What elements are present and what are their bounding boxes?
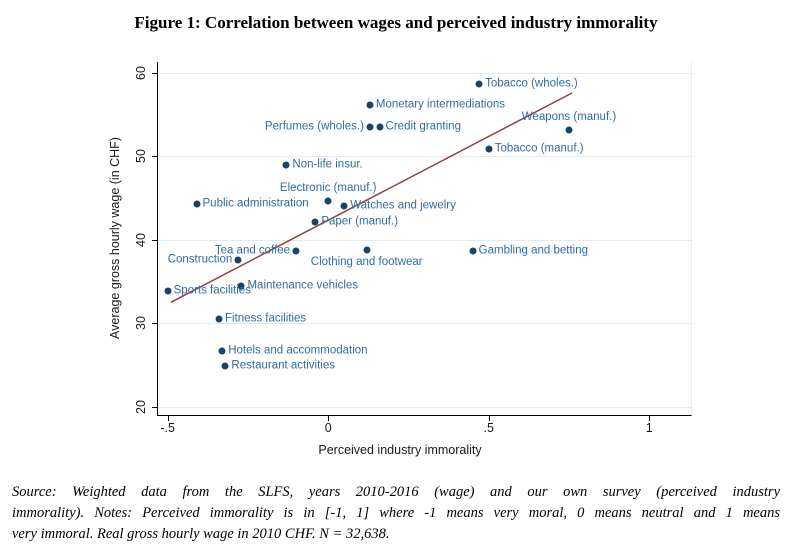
data-point-label: Non-life insur. xyxy=(292,158,363,171)
x-axis-title: Perceived industry immorality xyxy=(318,443,482,457)
gridline xyxy=(158,72,691,74)
data-point xyxy=(324,197,332,205)
data-point-label: Construction xyxy=(167,253,233,266)
x-tick-label: 0 xyxy=(324,421,332,435)
gridline xyxy=(158,239,691,241)
data-point xyxy=(485,145,493,153)
data-point-label: Fitness facilities xyxy=(225,312,307,325)
data-point-label: Credit granting xyxy=(385,120,461,133)
gridline xyxy=(158,406,691,408)
x-tick-label: 1 xyxy=(645,421,653,435)
x-tick-label: -.5 xyxy=(160,421,175,435)
data-point-label: Maintenance vehicles xyxy=(247,279,359,292)
gridline xyxy=(158,323,691,325)
data-point-label: Restaurant activities xyxy=(231,359,335,372)
source-note-line: very immoral. Real gross hourly wage in … xyxy=(12,526,390,543)
data-point-label: Electronic (manuf.) xyxy=(279,182,377,195)
data-point-label: Watches and jewelry xyxy=(350,199,456,212)
x-tick xyxy=(488,416,490,421)
data-point xyxy=(469,247,477,255)
y-tick-label: 40 xyxy=(134,232,148,247)
y-axis-title: Average gross hourly wage (in CHF) xyxy=(108,137,122,339)
data-point-label: Hotels and accommodation xyxy=(228,344,368,357)
data-point xyxy=(363,246,371,254)
data-point xyxy=(221,362,229,370)
data-point-label: Perfumes (wholes.) xyxy=(264,120,364,133)
y-tick-label: 50 xyxy=(134,149,148,164)
data-point-label: Public administration xyxy=(202,197,309,210)
y-tick-label: 60 xyxy=(134,65,148,80)
data-point xyxy=(237,282,245,290)
y-tick xyxy=(152,323,157,325)
data-point xyxy=(234,256,242,264)
data-point-label: Tea and coffee xyxy=(214,244,291,257)
data-point xyxy=(376,123,384,131)
data-point xyxy=(475,80,483,88)
x-tick-label: .5 xyxy=(483,421,494,435)
data-point xyxy=(215,315,223,323)
y-tick-label: 20 xyxy=(134,399,148,414)
plot-area: 20 30 40 50 60 -.5 0 .5 1 Tobacco (wholes.) Moneta… xyxy=(134,62,692,435)
source-note-line: immorality). Notes: Perceived immorality… xyxy=(12,505,780,522)
data-point xyxy=(282,161,290,169)
x-tick xyxy=(328,416,330,421)
data-point xyxy=(366,123,374,131)
figure-title: Figure 1: Correlation between wages and … xyxy=(134,13,658,32)
data-point xyxy=(366,101,374,109)
data-point xyxy=(311,218,319,226)
data-point-label: Weapons (manuf.) xyxy=(521,111,617,124)
data-point-label: Paper (manuf.) xyxy=(321,215,399,228)
data-point xyxy=(565,126,573,134)
fit-line xyxy=(170,92,573,304)
data-point-label: Tobacco (wholes.) xyxy=(485,77,578,90)
y-tick xyxy=(152,239,157,241)
y-tick xyxy=(152,72,157,74)
y-tick-label: 30 xyxy=(134,316,148,331)
data-point xyxy=(292,247,300,255)
data-point-label: Clothing and footwear xyxy=(310,255,423,268)
data-point xyxy=(218,347,226,355)
x-tick xyxy=(649,416,651,421)
data-point-label: Monetary intermediations xyxy=(375,98,506,111)
y-tick xyxy=(152,156,157,158)
data-point-label: Tobacco (manuf.) xyxy=(494,142,584,155)
data-point-label: Sports facilities xyxy=(173,284,251,297)
data-point xyxy=(340,202,348,210)
data-point xyxy=(164,287,172,295)
gridline xyxy=(158,156,691,158)
y-tick xyxy=(152,406,157,408)
source-note: Source: Weighted data from the SLFS, yea… xyxy=(12,482,780,545)
source-note-line: Source: Weighted data from the SLFS, yea… xyxy=(12,484,780,500)
data-point-label: Gambling and betting xyxy=(478,244,588,257)
x-tick xyxy=(167,416,169,421)
data-point xyxy=(193,200,201,208)
